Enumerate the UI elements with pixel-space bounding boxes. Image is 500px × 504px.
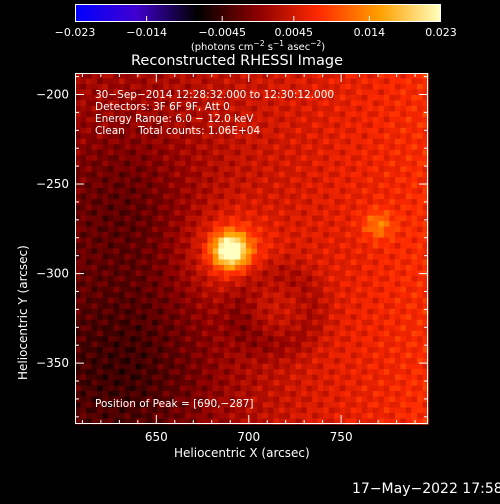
- colorbar-tick-label: −0.0045: [198, 26, 246, 39]
- plot-frame: [75, 73, 428, 424]
- colorbar-tick-label: −0.023: [55, 26, 96, 39]
- x-tick-label: 650: [145, 430, 168, 444]
- y-tick-label: −350: [36, 356, 69, 370]
- y-axis-label: Heliocentric Y (arcsec): [16, 245, 30, 380]
- colorbar-tick-label: 0.023: [425, 26, 457, 39]
- axis-ticks: 650 700 750 −200 −250 −300 −350: [36, 73, 428, 444]
- colorbar-tick-label: 0.014: [354, 26, 386, 39]
- heatmap-image: [75, 73, 429, 425]
- y-tick-label: −250: [36, 177, 69, 191]
- info-time-range: 30−Sep−2014 12:28:32.000 to 12:30:12.000: [95, 89, 335, 101]
- x-axis-label: Heliocentric X (arcsec): [174, 446, 310, 460]
- info-detectors: Detectors: 3F 6F 9F, Att 0: [95, 101, 230, 113]
- chart-title: Reconstructed RHESSI Image: [131, 53, 344, 69]
- x-tick-label: 700: [237, 430, 260, 444]
- observation-info: 30−Sep−2014 12:28:32.000 to 12:30:12.000…: [95, 89, 334, 137]
- y-tick-label: −300: [36, 267, 69, 281]
- colorbar-unit-label: (photons cm−2 s−1 asec−2): [191, 39, 325, 53]
- info-clean-counts: Clean Total counts: 1.06E+04: [95, 125, 261, 137]
- y-tick-label: −200: [36, 87, 69, 101]
- colorbar-ticks: −0.023 −0.014 −0.0045 0.0045 0.014 0.023: [55, 16, 457, 39]
- peak-position-label: Position of Peak = [690,−287]: [95, 398, 254, 410]
- colorbar: [75, 4, 441, 22]
- timestamp: 17−May−2022 17:58: [352, 481, 500, 497]
- x-tick-label: 750: [330, 430, 353, 444]
- colorbar-tick-label: −0.014: [126, 26, 167, 39]
- info-energy-range: Energy Range: 6.0 − 12.0 keV: [95, 113, 254, 125]
- colorbar-tick-label: 0.0045: [275, 26, 314, 39]
- colorbar-frame: [75, 4, 441, 22]
